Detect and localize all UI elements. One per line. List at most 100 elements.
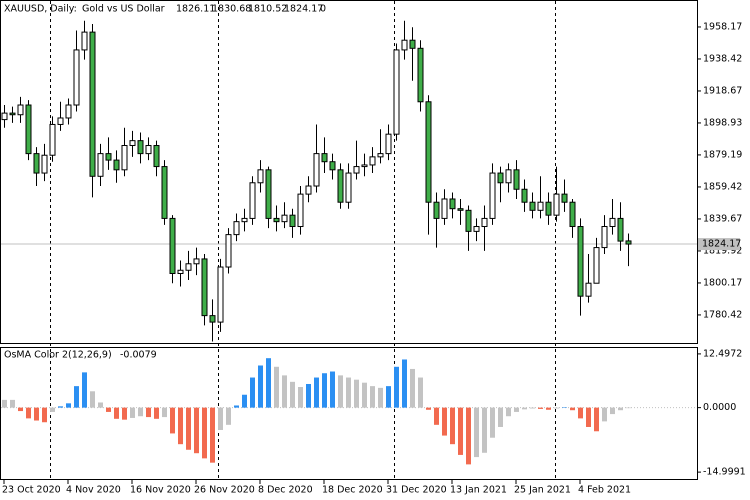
candle-body <box>441 198 448 219</box>
candle-body <box>169 217 176 274</box>
y-tick-label: 1938.42 <box>703 53 742 64</box>
histogram-bar <box>346 377 351 408</box>
y-tick-label: 0.0000 <box>703 402 736 413</box>
histogram-bar <box>562 407 567 408</box>
price-tag <box>698 238 740 251</box>
candle-body <box>537 201 544 211</box>
candle-body <box>393 49 400 135</box>
histogram-bar <box>386 386 391 408</box>
histogram-bar <box>50 407 55 412</box>
candle-body <box>465 209 472 232</box>
y-tick-label: -14.9991 <box>703 467 746 478</box>
histogram-bar <box>154 407 159 419</box>
indicator-value: -0.0079 <box>120 350 157 361</box>
histogram-bar <box>122 407 127 420</box>
histogram-bar <box>594 407 599 432</box>
histogram-bar <box>138 407 143 417</box>
candle-body <box>217 266 224 323</box>
last-high: 1830.68 <box>212 4 251 15</box>
candle-body <box>433 201 440 219</box>
histogram-bar <box>98 402 103 408</box>
candle-body <box>257 169 264 184</box>
last-close: 1824.17 <box>284 4 323 15</box>
candle-body <box>201 258 208 317</box>
candle-body <box>225 234 232 268</box>
histogram-bar <box>474 407 479 458</box>
candle-body <box>585 282 592 297</box>
candle-body <box>241 217 248 223</box>
histogram-bar <box>74 386 79 408</box>
candle-body <box>1 112 8 121</box>
histogram-bar <box>370 386 375 408</box>
histogram-bar <box>602 407 607 422</box>
candle-body <box>25 104 32 155</box>
histogram-bar <box>82 372 87 408</box>
histogram-bar <box>426 407 431 410</box>
candle-body <box>121 145 128 171</box>
histogram-bar <box>354 379 359 408</box>
candle-body <box>137 140 144 155</box>
candle-body <box>273 217 280 223</box>
candle-body <box>193 258 200 265</box>
histogram-bar <box>26 407 31 419</box>
histogram-bar <box>66 403 71 408</box>
x-tick-label: 31 Dec 2020 <box>386 485 447 496</box>
histogram-bar <box>442 407 447 436</box>
histogram-bar <box>106 407 111 412</box>
candle-body <box>473 226 480 232</box>
histogram-bar <box>554 407 559 409</box>
histogram-bar <box>466 407 471 465</box>
candle-body <box>609 217 616 228</box>
candle-body <box>401 39 408 51</box>
candle-body <box>601 226 608 249</box>
candle-body <box>497 172 504 184</box>
candle-body <box>457 208 464 211</box>
histogram-bar <box>498 407 503 427</box>
histogram-bar <box>618 407 623 411</box>
histogram-bar <box>58 406 63 408</box>
candle-body <box>65 104 72 119</box>
x-tick-label: 26 Nov 2020 <box>194 485 255 496</box>
candle-body <box>113 159 120 171</box>
histogram-bar <box>570 407 575 411</box>
histogram-bar <box>626 407 631 409</box>
last-volume: 0 <box>320 4 326 15</box>
candle-body <box>529 201 536 211</box>
histogram-bar <box>114 407 119 419</box>
candle-body <box>593 247 600 284</box>
candle-body <box>569 201 576 228</box>
y-tick-label: 1879.19 <box>703 149 742 160</box>
histogram-bar <box>394 366 399 408</box>
x-tick-label: 18 Dec 2020 <box>322 485 383 496</box>
y-tick-label: 1780.42 <box>703 309 742 320</box>
histogram-bar <box>290 381 295 408</box>
histogram-bar <box>410 368 415 408</box>
histogram-bar <box>258 365 263 408</box>
histogram-bar <box>450 407 455 445</box>
candle-body <box>329 161 336 171</box>
histogram-bar <box>298 386 303 408</box>
histogram-bar <box>10 399 15 408</box>
last-open: 1826.11 <box>176 4 215 15</box>
histogram-bar <box>522 407 527 410</box>
histogram-bar <box>330 371 335 408</box>
candle-body <box>17 104 24 116</box>
candle-body <box>377 153 384 158</box>
candle-body <box>177 269 184 274</box>
histogram-bar <box>322 373 327 408</box>
candle-body <box>337 169 344 203</box>
histogram-bar <box>266 358 271 408</box>
x-tick-label: 8 Dec 2020 <box>258 485 313 496</box>
candle-body <box>249 182 256 219</box>
candle-body <box>129 140 136 147</box>
histogram-bar <box>530 407 535 409</box>
histogram-bar <box>146 407 151 418</box>
histogram-bar <box>210 407 215 463</box>
candle-body <box>57 117 64 125</box>
indicator-title: OsMA Color 2(12,26,9) <box>4 350 112 361</box>
candle-body <box>153 145 160 168</box>
candle-body <box>89 31 96 177</box>
histogram-bar <box>362 382 367 408</box>
candle-body <box>281 214 288 223</box>
candle-body <box>41 154 48 174</box>
